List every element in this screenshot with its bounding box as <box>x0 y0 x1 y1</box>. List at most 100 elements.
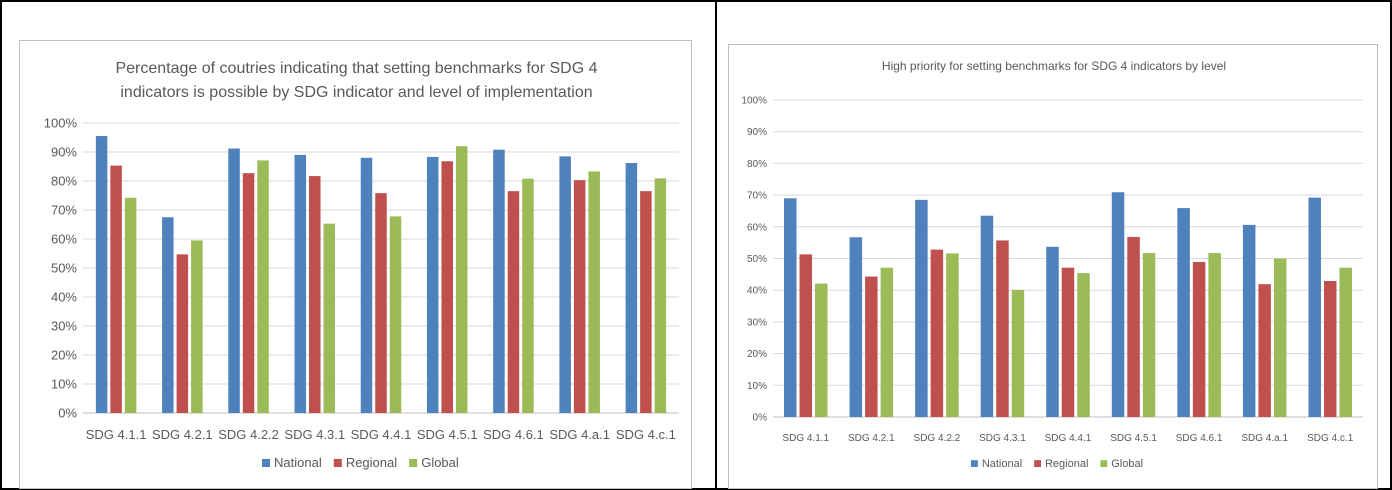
y-tick-label: 30% <box>51 319 77 334</box>
bar-national <box>360 157 373 413</box>
x-tick-label: SDG 4.c.1 <box>1307 433 1354 444</box>
x-tick-label: SDG 4.6.1 <box>483 427 544 442</box>
chart-title: indicators is possible by SDG indicator … <box>120 84 592 101</box>
bar-regional <box>242 173 255 413</box>
bar-global <box>880 267 894 417</box>
x-tick-label: SDG 4.5.1 <box>1110 433 1157 444</box>
bar-regional <box>1127 236 1140 417</box>
x-tick-label: SDG 4.6.1 <box>1176 433 1223 444</box>
bar-global <box>257 160 269 413</box>
legend-entry: Regional <box>1045 458 1088 470</box>
x-tick-label: SDG 4.a.1 <box>1241 433 1288 444</box>
bar-regional <box>507 191 520 413</box>
x-tick-label: SDG 4.2.1 <box>152 427 213 442</box>
x-tick-label: SDG 4.1.1 <box>86 427 147 442</box>
legend-swatch <box>1100 460 1108 467</box>
bar-national <box>1177 208 1190 417</box>
chart-title: High priority for setting benchmarks for… <box>882 59 1226 73</box>
legend-swatch <box>409 458 418 467</box>
legend-entry: National <box>274 455 322 470</box>
legend-entry: National <box>982 458 1022 470</box>
bar-global <box>389 216 402 413</box>
bar-regional <box>640 191 652 413</box>
bar-regional <box>1323 281 1337 417</box>
legend-swatch <box>971 460 978 467</box>
bar-national <box>228 148 240 413</box>
bar-regional <box>573 180 586 413</box>
legend-swatch <box>262 458 271 467</box>
bar-regional <box>1258 284 1271 417</box>
bar-national <box>426 156 439 413</box>
bar-regional <box>996 240 1009 417</box>
chart-title: Percentage of coutries indicating that s… <box>115 60 597 77</box>
y-tick-label: 50% <box>747 254 767 265</box>
bar-national <box>559 156 571 413</box>
y-tick-label: 20% <box>51 348 77 363</box>
bar-regional <box>865 276 878 417</box>
y-tick-label: 10% <box>51 377 77 392</box>
bar-national <box>294 154 307 413</box>
y-tick-label: 70% <box>747 191 767 202</box>
bar-regional <box>930 249 944 417</box>
legend-entry: Global <box>1111 458 1143 470</box>
x-tick-label: SDG 4.5.1 <box>417 427 478 442</box>
bar-regional <box>176 254 189 413</box>
x-tick-label: SDG 4.2.2 <box>218 427 279 442</box>
bar-national <box>493 149 505 413</box>
bar-national <box>915 199 928 417</box>
y-tick-label: 70% <box>51 203 77 218</box>
bar-global <box>323 223 336 413</box>
x-tick-label: SDG 4.1.1 <box>782 433 829 444</box>
bar-global <box>1339 267 1352 417</box>
y-tick-label: 40% <box>747 286 767 297</box>
y-tick-label: 0% <box>753 413 768 424</box>
bar-global <box>1208 253 1221 417</box>
y-tick-label: 80% <box>747 159 767 170</box>
bar-national <box>95 136 108 414</box>
x-tick-label: SDG 4.4.1 <box>1045 433 1092 444</box>
chart-panel-left: Percentage of coutries indicating that s… <box>19 40 692 489</box>
bar-regional <box>1192 261 1206 417</box>
bar-national <box>849 237 863 417</box>
y-tick-label: 90% <box>747 127 767 138</box>
bar-regional <box>375 193 387 413</box>
x-tick-label: SDG 4.2.1 <box>848 433 895 444</box>
bar-national <box>162 217 174 413</box>
bar-global <box>946 253 959 417</box>
bar-national <box>980 215 994 417</box>
bar-global <box>1011 289 1025 417</box>
y-tick-label: 100% <box>44 116 78 131</box>
legend-entry: Regional <box>346 455 397 470</box>
y-tick-label: 10% <box>747 381 767 392</box>
bar-global <box>191 240 203 413</box>
y-tick-label: 60% <box>51 232 77 247</box>
y-tick-label: 100% <box>741 96 767 107</box>
x-tick-label: SDG 4.3.1 <box>979 433 1026 444</box>
bar-global <box>1142 253 1156 417</box>
x-tick-label: SDG 4.4.1 <box>351 427 412 442</box>
x-tick-label: SDG 4.3.1 <box>284 427 345 442</box>
bar-national <box>784 198 797 417</box>
bar-national <box>1308 197 1321 417</box>
bar-global <box>124 197 137 413</box>
y-tick-label: 50% <box>51 261 77 276</box>
bar-global <box>1077 273 1090 417</box>
legend-swatch <box>333 458 342 467</box>
x-tick-label: SDG 4.a.1 <box>549 427 610 442</box>
bar-national <box>625 163 638 413</box>
y-tick-label: 90% <box>51 145 77 160</box>
y-tick-label: 30% <box>747 317 767 328</box>
bar-national <box>1111 192 1125 417</box>
bar-national <box>1046 246 1059 417</box>
bar-global <box>815 283 828 417</box>
high-priority-chart: High priority for setting benchmarks for… <box>741 59 1363 470</box>
bar-regional <box>1061 267 1075 417</box>
y-tick-label: 60% <box>747 222 767 233</box>
x-tick-label: SDG 4.2.2 <box>914 433 961 444</box>
bar-regional <box>799 254 813 417</box>
y-tick-label: 80% <box>51 174 77 189</box>
bar-global <box>522 178 534 413</box>
bar-global <box>654 178 667 413</box>
bar-national <box>1242 224 1256 417</box>
y-tick-label: 40% <box>51 290 77 305</box>
